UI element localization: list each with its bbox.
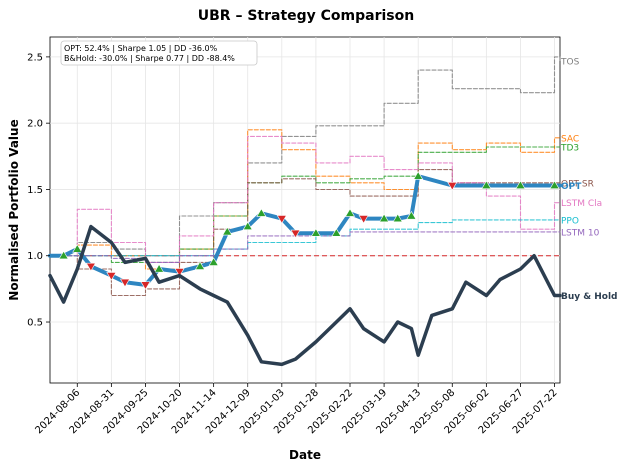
sell-marker xyxy=(290,229,301,239)
buy-marker xyxy=(222,226,233,236)
buy-marker xyxy=(72,244,83,253)
buy-marker xyxy=(310,228,321,237)
sell-marker xyxy=(358,215,369,224)
series-line-lstm-cla xyxy=(49,135,561,263)
series-label-td3: TD3 xyxy=(560,144,579,154)
series-line-sac xyxy=(49,129,561,270)
buy-marker xyxy=(194,261,206,270)
buy-marker xyxy=(379,213,390,223)
series-line-buy-hold xyxy=(48,224,562,367)
series-label-opt-sr: OPT SR xyxy=(561,179,594,189)
buy-marker xyxy=(154,263,165,273)
sell-marker xyxy=(276,215,287,224)
y-tick-label: 1.0 xyxy=(27,251,43,262)
y-tick-label: 2.0 xyxy=(27,119,43,130)
sell-marker xyxy=(106,272,117,281)
buy-marker xyxy=(208,257,219,266)
buy-marker xyxy=(344,208,356,217)
stats-box-frame xyxy=(60,40,258,66)
sell-marker xyxy=(447,182,458,191)
series-label-sac: SAC xyxy=(561,134,579,144)
series-label-lstm-10: LSTM 10 xyxy=(561,228,600,238)
buy-marker xyxy=(242,221,253,231)
series-label-buy-hold: Buy & Hold xyxy=(561,292,618,302)
stats-box: OPT: 52.4% | Sharpe 1.05 | DD -36.0% B&H… xyxy=(60,40,258,66)
series-group xyxy=(48,56,562,367)
series-label-lstm-cla: LSTM Cla xyxy=(561,199,602,209)
sell-marker xyxy=(85,262,96,272)
y-axis-label: Normalised Portfolio Value xyxy=(7,119,21,300)
buy-marker xyxy=(549,180,560,189)
plot-frame xyxy=(49,36,561,384)
series-label-ppo: PPO xyxy=(561,216,579,226)
buy-marker xyxy=(392,213,403,223)
x-axis-label: Date xyxy=(289,448,321,462)
sell-marker xyxy=(140,281,151,290)
buy-marker xyxy=(58,250,69,260)
buy-marker xyxy=(413,171,424,180)
stats-line-bhold: B&Hold: -30.0% | Sharpe 0.77 | DD -88.4% xyxy=(64,54,235,63)
buy-marker xyxy=(331,228,342,237)
series-label-tos: TOS xyxy=(560,57,580,67)
chart-title: UBR – Strategy Comparison xyxy=(198,8,414,24)
series-line-lstm-10 xyxy=(49,231,561,263)
buy-marker xyxy=(481,180,492,189)
y-tick-label: 0.5 xyxy=(27,318,43,329)
buy-marker xyxy=(256,208,267,217)
buy-marker xyxy=(515,180,526,189)
sell-marker xyxy=(119,278,131,288)
y-axis: 0.5 1.0 1.5 2.0 2.5 xyxy=(27,52,50,329)
series-label-opt: OPT xyxy=(561,182,582,192)
y-tick-label: 1.5 xyxy=(27,185,43,196)
buy-marker xyxy=(406,210,417,220)
stats-line-opt: OPT: 52.4% | Sharpe 1.05 | DD -36.0% xyxy=(64,44,218,53)
y-tick-label: 2.5 xyxy=(27,52,43,63)
sell-marker xyxy=(174,268,185,277)
x-axis: 2024-08-062024-08-312024-09-252024-10-20… xyxy=(34,383,560,436)
